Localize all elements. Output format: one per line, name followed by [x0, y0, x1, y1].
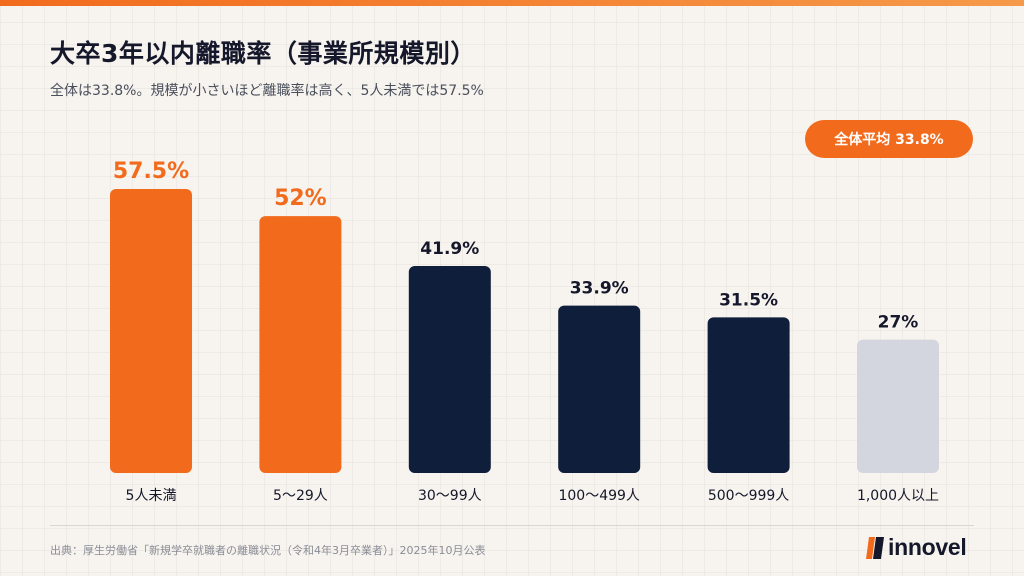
page-subtitle: 全体は33.8%。規模が小さいほど離職率は高く、5人未満では57.5%	[50, 83, 484, 99]
page-title: 大卒3年以内離職率（事業所規模別）	[50, 39, 476, 68]
bar-6	[857, 339, 939, 473]
bar-2	[259, 216, 342, 473]
bar-4	[558, 305, 641, 473]
bar-value-label-1: 57.5%	[113, 159, 189, 184]
source-note: 出典：厚生労働省「新規学卒就職者の離職状況（令和4年3月卒業者）」2025年10…	[50, 544, 486, 557]
category-label-2: 5〜29人	[273, 488, 328, 504]
innovel-logo: innovel	[866, 534, 967, 561]
bar-1	[110, 189, 192, 473]
footer-divider	[50, 525, 974, 526]
bar-value-label-2: 52%	[274, 186, 327, 211]
logo-mark-icon	[866, 536, 884, 559]
bar-value-label-4: 33.9%	[570, 279, 629, 299]
bar-3	[408, 266, 491, 473]
bar-value-label-6: 27%	[878, 313, 919, 333]
logo-text: innovel	[888, 534, 967, 560]
average-badge: 全体平均 33.8%	[805, 120, 973, 158]
category-label-6: 1,000人以上	[857, 488, 939, 504]
category-label-3: 30〜99人	[418, 488, 482, 504]
category-label-1: 5人未満	[126, 488, 177, 504]
bar-value-label-3: 41.9%	[420, 239, 479, 259]
bar-5	[707, 317, 790, 473]
bar-value-label-5: 31.5%	[719, 290, 778, 310]
category-label-5: 500〜999人	[708, 488, 789, 504]
top-accent-bar	[0, 0, 1024, 6]
category-label-4: 100〜499人	[558, 488, 639, 504]
